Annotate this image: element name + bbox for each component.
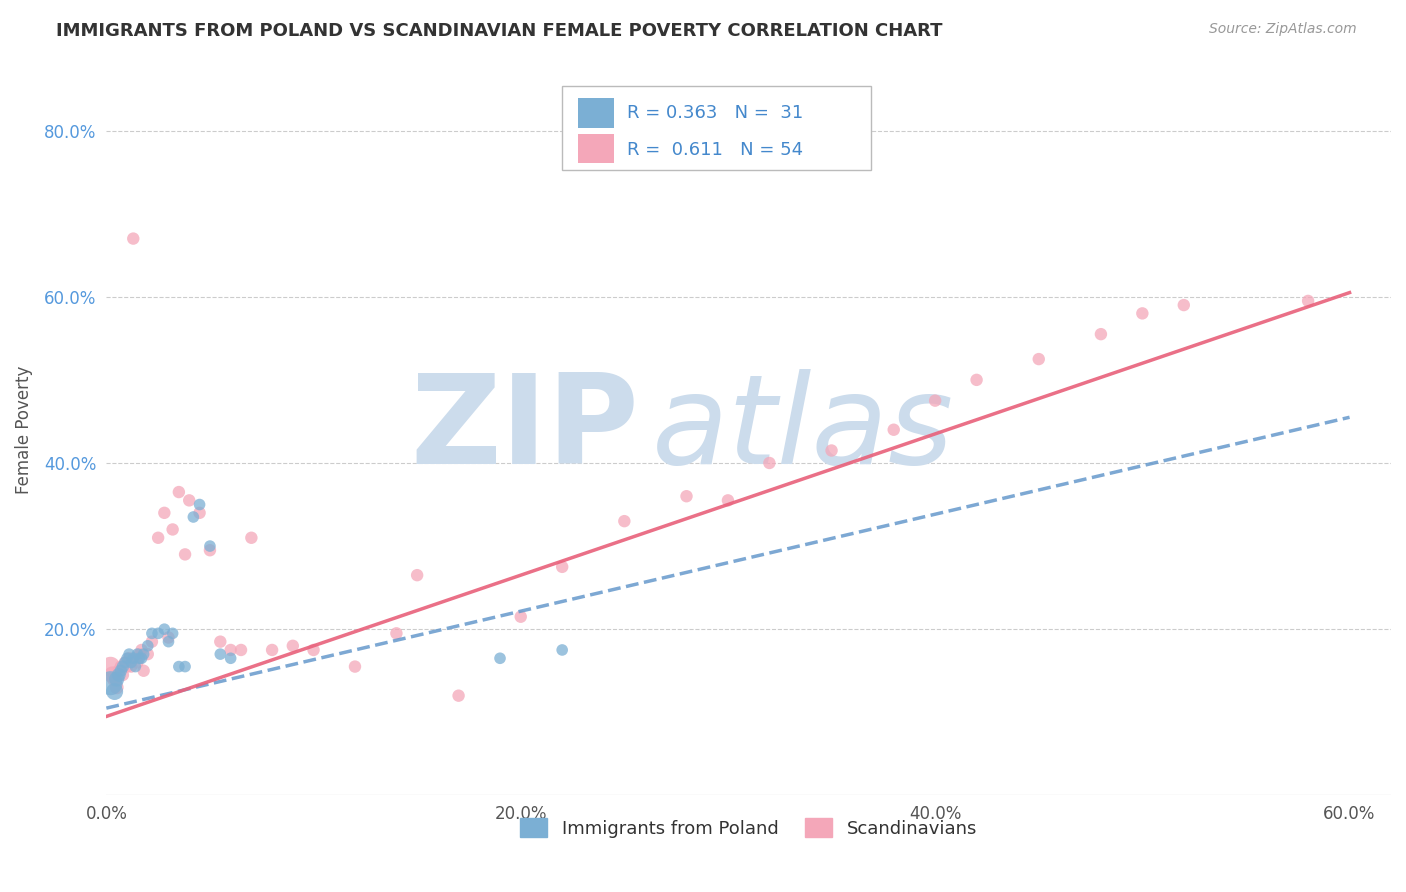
Point bbox=[229, 643, 252, 657]
Point bbox=[883, 423, 905, 437]
Point bbox=[110, 664, 132, 678]
Point bbox=[924, 393, 946, 408]
Point bbox=[509, 609, 531, 624]
Point bbox=[219, 643, 242, 657]
Point bbox=[105, 672, 128, 686]
Point bbox=[551, 559, 574, 574]
Point bbox=[132, 647, 155, 661]
Point bbox=[153, 506, 176, 520]
Point bbox=[174, 659, 197, 673]
Text: R = 0.363   N =  31: R = 0.363 N = 31 bbox=[627, 104, 803, 122]
Point bbox=[118, 647, 141, 661]
Text: IMMIGRANTS FROM POLAND VS SCANDINAVIAN FEMALE POVERTY CORRELATION CHART: IMMIGRANTS FROM POLAND VS SCANDINAVIAN F… bbox=[56, 22, 943, 40]
Point bbox=[385, 626, 408, 640]
Point bbox=[262, 643, 284, 657]
Point bbox=[120, 659, 142, 673]
Point bbox=[105, 681, 128, 695]
Point bbox=[179, 493, 201, 508]
Point bbox=[128, 651, 150, 665]
Text: R =  0.611   N = 54: R = 0.611 N = 54 bbox=[627, 141, 803, 159]
Point bbox=[107, 664, 129, 678]
Point bbox=[104, 684, 127, 698]
Point bbox=[100, 676, 122, 690]
Point bbox=[489, 651, 512, 665]
Point bbox=[104, 672, 127, 686]
Point bbox=[447, 689, 470, 703]
Point bbox=[1130, 306, 1153, 320]
Point bbox=[122, 231, 145, 245]
Point bbox=[162, 523, 184, 537]
Point bbox=[141, 634, 163, 648]
Point bbox=[820, 443, 842, 458]
Point bbox=[114, 656, 136, 670]
Point bbox=[167, 659, 190, 673]
Point bbox=[174, 548, 197, 562]
Point bbox=[343, 659, 366, 673]
Point bbox=[127, 647, 149, 661]
Point bbox=[1173, 298, 1195, 312]
Point bbox=[132, 664, 155, 678]
Point bbox=[136, 639, 159, 653]
Point bbox=[122, 651, 145, 665]
Point bbox=[141, 626, 163, 640]
Point bbox=[675, 489, 697, 503]
FancyBboxPatch shape bbox=[578, 134, 614, 163]
Point bbox=[613, 514, 636, 528]
Text: atlas: atlas bbox=[652, 369, 955, 491]
Legend: Immigrants from Poland, Scandinavians: Immigrants from Poland, Scandinavians bbox=[513, 811, 984, 845]
Point bbox=[128, 647, 150, 661]
Y-axis label: Female Poverty: Female Poverty bbox=[15, 366, 32, 494]
Point bbox=[198, 539, 221, 553]
Point bbox=[162, 626, 184, 640]
Point bbox=[115, 651, 138, 665]
Point bbox=[120, 656, 142, 670]
Point bbox=[114, 656, 136, 670]
Point bbox=[281, 639, 304, 653]
Point bbox=[1296, 293, 1319, 308]
Point bbox=[183, 510, 205, 524]
Point bbox=[127, 656, 149, 670]
Point bbox=[107, 668, 129, 682]
Point bbox=[131, 643, 153, 657]
Point bbox=[124, 651, 146, 665]
Point bbox=[115, 659, 138, 673]
Point bbox=[110, 659, 132, 673]
Point bbox=[1028, 352, 1050, 367]
Point bbox=[188, 498, 211, 512]
Point bbox=[758, 456, 780, 470]
Text: ZIP: ZIP bbox=[411, 369, 640, 491]
Point bbox=[551, 643, 574, 657]
Point bbox=[111, 659, 134, 673]
Point bbox=[146, 531, 169, 545]
Point bbox=[240, 531, 263, 545]
Point bbox=[1090, 327, 1112, 342]
Point bbox=[157, 631, 180, 645]
Point bbox=[167, 485, 190, 500]
Point bbox=[209, 647, 232, 661]
Point bbox=[111, 668, 134, 682]
Point bbox=[219, 651, 242, 665]
Point bbox=[209, 634, 232, 648]
Point bbox=[406, 568, 429, 582]
Point bbox=[966, 373, 988, 387]
Point bbox=[717, 493, 740, 508]
Text: Source: ZipAtlas.com: Source: ZipAtlas.com bbox=[1209, 22, 1357, 37]
Point bbox=[131, 651, 153, 665]
Point bbox=[302, 643, 325, 657]
Point bbox=[136, 647, 159, 661]
Point bbox=[100, 659, 122, 673]
Point bbox=[124, 659, 146, 673]
FancyBboxPatch shape bbox=[562, 86, 870, 170]
Point bbox=[157, 634, 180, 648]
Point bbox=[118, 651, 141, 665]
Point bbox=[153, 622, 176, 636]
Point bbox=[146, 626, 169, 640]
FancyBboxPatch shape bbox=[578, 98, 614, 128]
Point bbox=[188, 506, 211, 520]
Point bbox=[198, 543, 221, 558]
Point bbox=[101, 668, 124, 682]
